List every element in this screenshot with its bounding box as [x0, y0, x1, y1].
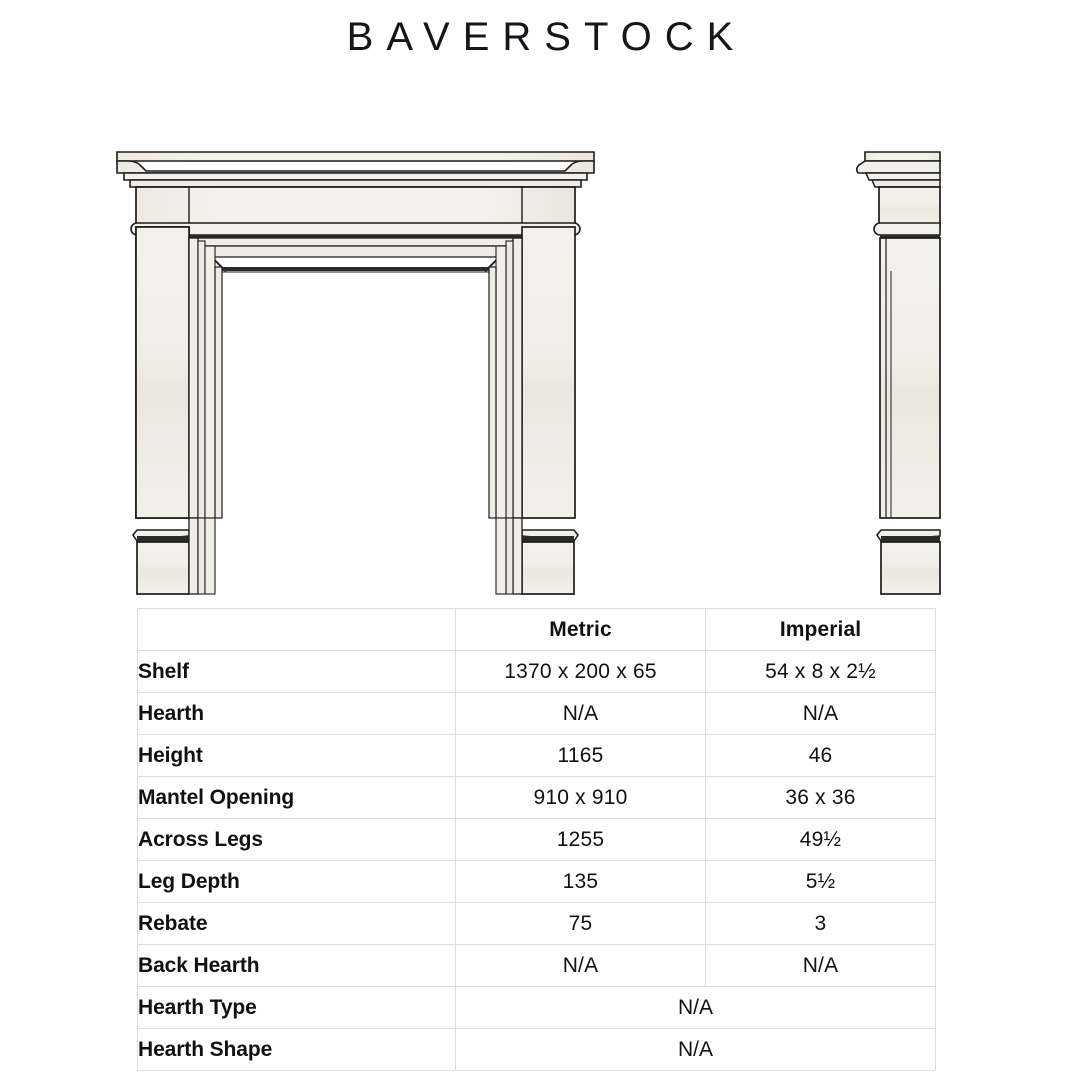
row-value-imperial: 3 — [705, 902, 936, 945]
row-value-imperial: 54 x 8 x 2½ — [705, 650, 936, 693]
header-metric: Metric — [455, 608, 706, 651]
row-label: Back Hearth — [137, 944, 456, 987]
right-leg-reveal — [488, 266, 497, 519]
right-leg-strip-c — [495, 245, 507, 519]
table-body: Shelf 1370 x 200 x 65 54 x 8 x 2½ Hearth N/A… — [137, 650, 936, 1071]
cornice-fillet — [123, 172, 588, 181]
table-row: Hearth Type N/A — [137, 986, 936, 1029]
side-foot-band — [881, 536, 940, 542]
header-blank — [137, 608, 456, 651]
fireplace-side-elevation — [855, 151, 941, 595]
table-row: Rebate 75 3 — [137, 902, 936, 945]
left-foot-band — [137, 536, 189, 542]
opening-head-edge — [222, 267, 489, 271]
left-foot-block — [136, 541, 190, 595]
specification-table: Metric Imperial Shelf 1370 x 200 x 65 54 x… — [137, 608, 936, 1071]
right-leg-strip-b — [505, 240, 514, 519]
cornice-lower-step — [129, 179, 582, 188]
row-label: Hearth Shape — [137, 1028, 456, 1071]
side-cornice-ogee — [855, 160, 941, 174]
row-label: Hearth Type — [137, 986, 456, 1029]
product-drawing — [0, 95, 1080, 595]
left-leg-strip-a — [188, 237, 199, 519]
row-label: Rebate — [137, 902, 456, 945]
left-foot-strip-b — [197, 517, 206, 595]
row-value-imperial: 46 — [705, 734, 936, 777]
row-value-imperial: 36 x 36 — [705, 776, 936, 819]
left-foot-strip-a — [188, 517, 199, 595]
right-foot-strip-a — [512, 517, 523, 595]
lintel-outer-band — [192, 237, 519, 247]
left-leg-outer-fill — [135, 226, 190, 519]
fireplace-front-elevation — [116, 151, 595, 595]
right-leg-strip-a — [512, 237, 523, 519]
right-foot-block — [521, 541, 575, 595]
table-row: Hearth N/A N/A — [137, 692, 936, 735]
row-label: Shelf — [137, 650, 456, 693]
side-cornice-top-slab — [864, 151, 941, 162]
table-row: Leg Depth 135 5½ — [137, 860, 936, 903]
row-value-metric: 135 — [455, 860, 706, 903]
cornice-ogee-band — [116, 160, 595, 174]
row-value-metric: 1255 — [455, 818, 706, 861]
right-leg-outer-fill — [521, 226, 576, 519]
table-row: Back Hearth N/A N/A — [137, 944, 936, 987]
row-value-metric: N/A — [455, 692, 706, 735]
side-frieze-bead — [873, 222, 941, 236]
header-imperial: Imperial — [705, 608, 936, 651]
cornice-top-slab — [116, 151, 595, 162]
table-row: Across Legs 1255 49½ — [137, 818, 936, 861]
page-title: BAVERSTOCK — [346, 15, 747, 59]
frieze-astragal-bead — [130, 222, 581, 236]
row-value-imperial: 49½ — [705, 818, 936, 861]
table-row: Shelf 1370 x 200 x 65 54 x 8 x 2½ — [137, 650, 936, 693]
row-value-metric: 75 — [455, 902, 706, 945]
side-cornice-fillet — [864, 172, 941, 181]
row-label: Height — [137, 734, 456, 777]
table-row: Hearth Shape N/A — [137, 1028, 936, 1071]
side-cornice-lower-step — [870, 179, 941, 188]
lintel-inner-band — [199, 245, 512, 258]
frieze-panel — [135, 186, 576, 228]
table-row: Height 1165 46 — [137, 734, 936, 777]
left-leg-strip-b — [197, 240, 206, 519]
right-foot-strip-b — [505, 517, 514, 595]
left-leg-reveal — [214, 266, 223, 519]
table-header-row: Metric Imperial — [137, 608, 936, 651]
right-foot-strip-c — [495, 517, 507, 595]
right-foot-band — [522, 536, 574, 542]
row-value-merged: N/A — [455, 1028, 936, 1071]
left-leg-strip-c — [204, 245, 216, 519]
row-value-metric: 910 x 910 — [455, 776, 706, 819]
side-leg-body — [879, 237, 941, 519]
row-label: Across Legs — [137, 818, 456, 861]
row-value-imperial: N/A — [705, 944, 936, 987]
row-value-metric: 1165 — [455, 734, 706, 777]
left-foot-strip-c — [204, 517, 216, 595]
bead-shadow-line — [137, 235, 574, 238]
side-frieze-panel — [878, 186, 941, 228]
row-value-metric: N/A — [455, 944, 706, 987]
row-value-merged: N/A — [455, 986, 936, 1029]
side-foot-block — [880, 541, 941, 595]
row-label: Leg Depth — [137, 860, 456, 903]
row-label: Hearth — [137, 692, 456, 735]
table-row: Mantel Opening 910 x 910 36 x 36 — [137, 776, 936, 819]
row-value-imperial: N/A — [705, 692, 936, 735]
row-value-imperial: 5½ — [705, 860, 936, 903]
row-value-metric: 1370 x 200 x 65 — [455, 650, 706, 693]
row-label: Mantel Opening — [137, 776, 456, 819]
